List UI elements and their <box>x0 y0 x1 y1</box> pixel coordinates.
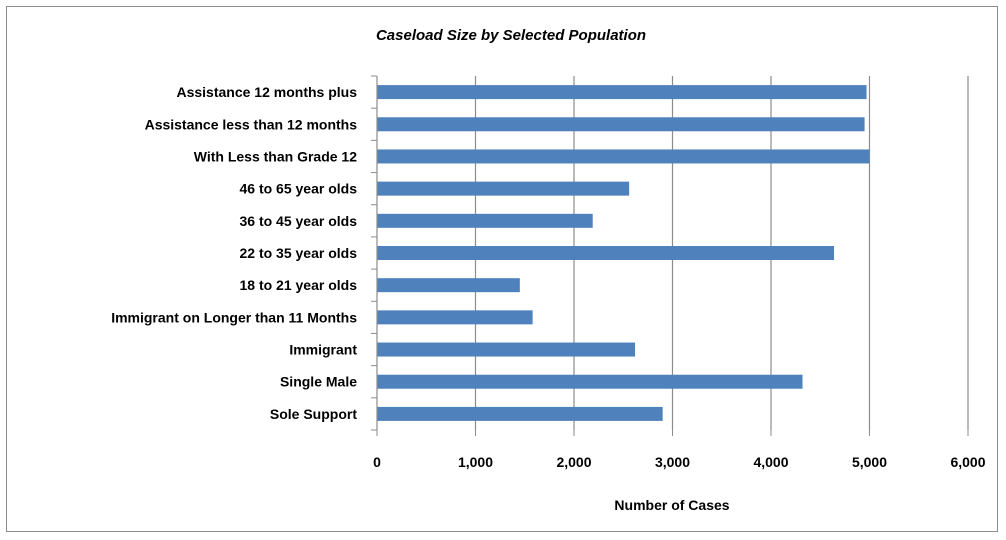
x-tick-label: 6,000 <box>950 454 985 470</box>
bar <box>377 149 870 164</box>
category-label: Assistance less than 12 months <box>145 116 358 132</box>
x-tick-label: 0 <box>373 454 381 470</box>
category-label: Assistance 12 months plus <box>176 84 357 100</box>
chart-title: Caseload Size by Selected Population <box>376 27 646 44</box>
bar <box>377 374 803 389</box>
bar <box>377 181 630 196</box>
x-tick-label: 4,000 <box>753 454 788 470</box>
x-axis-title: Number of Cases <box>614 497 729 513</box>
category-label: With Less than Grade 12 <box>194 148 357 164</box>
axes <box>371 75 969 436</box>
category-label: 36 to 45 year olds <box>239 213 357 229</box>
bar <box>377 246 835 260</box>
bar <box>377 278 520 293</box>
bar <box>377 406 663 421</box>
bar <box>377 85 867 100</box>
bars <box>377 85 870 421</box>
category-label: Immigrant <box>289 342 357 358</box>
x-tick-label: 5,000 <box>852 454 887 470</box>
category-label: Single Male <box>280 374 357 390</box>
bar <box>377 117 865 132</box>
tick-labels: 0 1,000 2,000 3,000 4,000 5,000 6,000 <box>373 454 986 470</box>
category-labels: Assistance 12 months plus Assistance less… <box>111 84 357 422</box>
category-label: Sole Support <box>270 406 357 422</box>
category-label: 18 to 21 year olds <box>239 277 357 293</box>
bar <box>377 310 533 325</box>
x-tick-label: 1,000 <box>458 454 493 470</box>
category-label: 46 to 65 year olds <box>239 181 357 197</box>
gridlines <box>474 76 969 430</box>
category-label: 22 to 35 year olds <box>239 245 357 261</box>
x-tick-label: 3,000 <box>655 454 690 470</box>
category-label: Immigrant on Longer than 11 Months <box>111 309 357 325</box>
bar <box>377 342 636 357</box>
bar <box>377 213 593 228</box>
x-tick-label: 2,000 <box>556 454 591 470</box>
